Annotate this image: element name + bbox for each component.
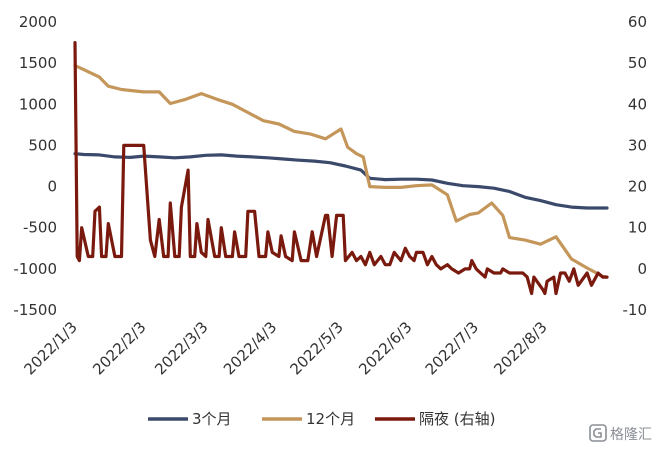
right-axis-tick-label: 20 — [628, 178, 647, 196]
x-axis-tick-label: 2022/7/3 — [422, 318, 482, 378]
watermark-text: 格隆汇 — [610, 427, 652, 443]
right-axis-tick-label: 10 — [628, 219, 647, 237]
right-axis-tick-labels: 60 50 40 30 20 10 0 -10 — [623, 13, 648, 319]
x-axis-tick-label: 2022/4/3 — [220, 318, 280, 378]
right-axis-tick-label: 0 — [637, 260, 647, 278]
left-axis-tick-label: 0 — [47, 178, 57, 196]
x-axis-tick-label: 2022/5/3 — [286, 318, 346, 378]
left-axis-tick-label: 500 — [28, 136, 57, 154]
left-axis-tick-labels: 2000 1500 1000 500 0 -500 -1000 -1500 — [13, 13, 57, 319]
x-axis-tick-labels: 2022/1/3 2022/2/3 2022/3/3 2022/4/3 2022/5/3… — [20, 318, 550, 378]
plot-area — [73, 40, 609, 296]
watermark-logo-icon — [589, 424, 607, 442]
x-axis-tick-label: 2022/3/3 — [151, 318, 211, 378]
right-axis-tick-label: 50 — [628, 54, 647, 72]
right-axis-tick-label: 40 — [628, 95, 647, 113]
left-axis-tick-label: 2000 — [19, 13, 57, 31]
series-line-2 — [73, 63, 609, 279]
x-axis-tick-label: 2022/6/3 — [355, 318, 415, 378]
right-axis-tick-label: 30 — [628, 136, 647, 154]
legend-label-2: 12个月 — [306, 410, 355, 428]
x-axis-tick-label: 2022/1/3 — [20, 318, 80, 378]
legend-label-3: 隔夜 (右轴) — [419, 410, 495, 428]
right-axis-tick-label: 60 — [628, 13, 647, 31]
left-axis-tick-label: -500 — [23, 219, 57, 237]
left-axis-tick-label: -1000 — [13, 260, 57, 278]
series-line-3 — [73, 40, 609, 296]
x-axis-tick-label: 2022/2/3 — [89, 318, 149, 378]
left-axis-tick-label: 1000 — [19, 95, 57, 113]
watermark: 格隆汇 — [589, 424, 652, 443]
right-axis-tick-label: -10 — [623, 301, 648, 319]
legend-label-1: 3个月 — [192, 410, 232, 428]
x-axis-tick-label: 2022/8/3 — [490, 318, 550, 378]
left-axis-tick-label: 1500 — [19, 54, 57, 72]
legend: 3个月 12个月 隔夜 (右轴) — [148, 410, 495, 428]
left-axis-tick-label: -1500 — [13, 301, 57, 319]
series-line-1 — [73, 152, 609, 210]
